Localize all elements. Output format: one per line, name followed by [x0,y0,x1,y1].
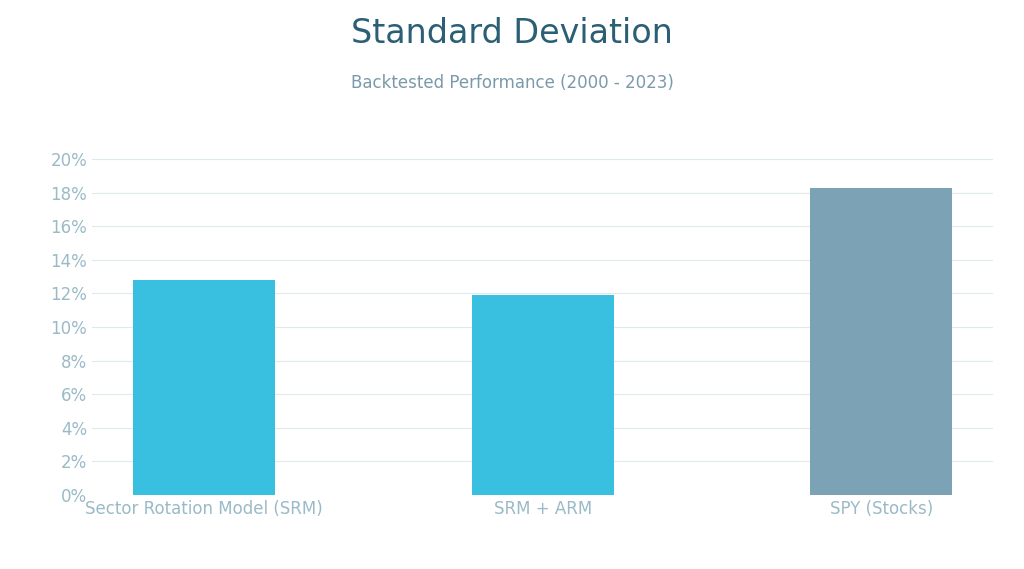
Bar [810,188,952,495]
Bar [133,280,275,495]
Bar [472,295,613,495]
Text: Backtested Performance (2000 - 2023): Backtested Performance (2000 - 2023) [350,74,674,92]
Text: Standard Deviation: Standard Deviation [351,17,673,50]
